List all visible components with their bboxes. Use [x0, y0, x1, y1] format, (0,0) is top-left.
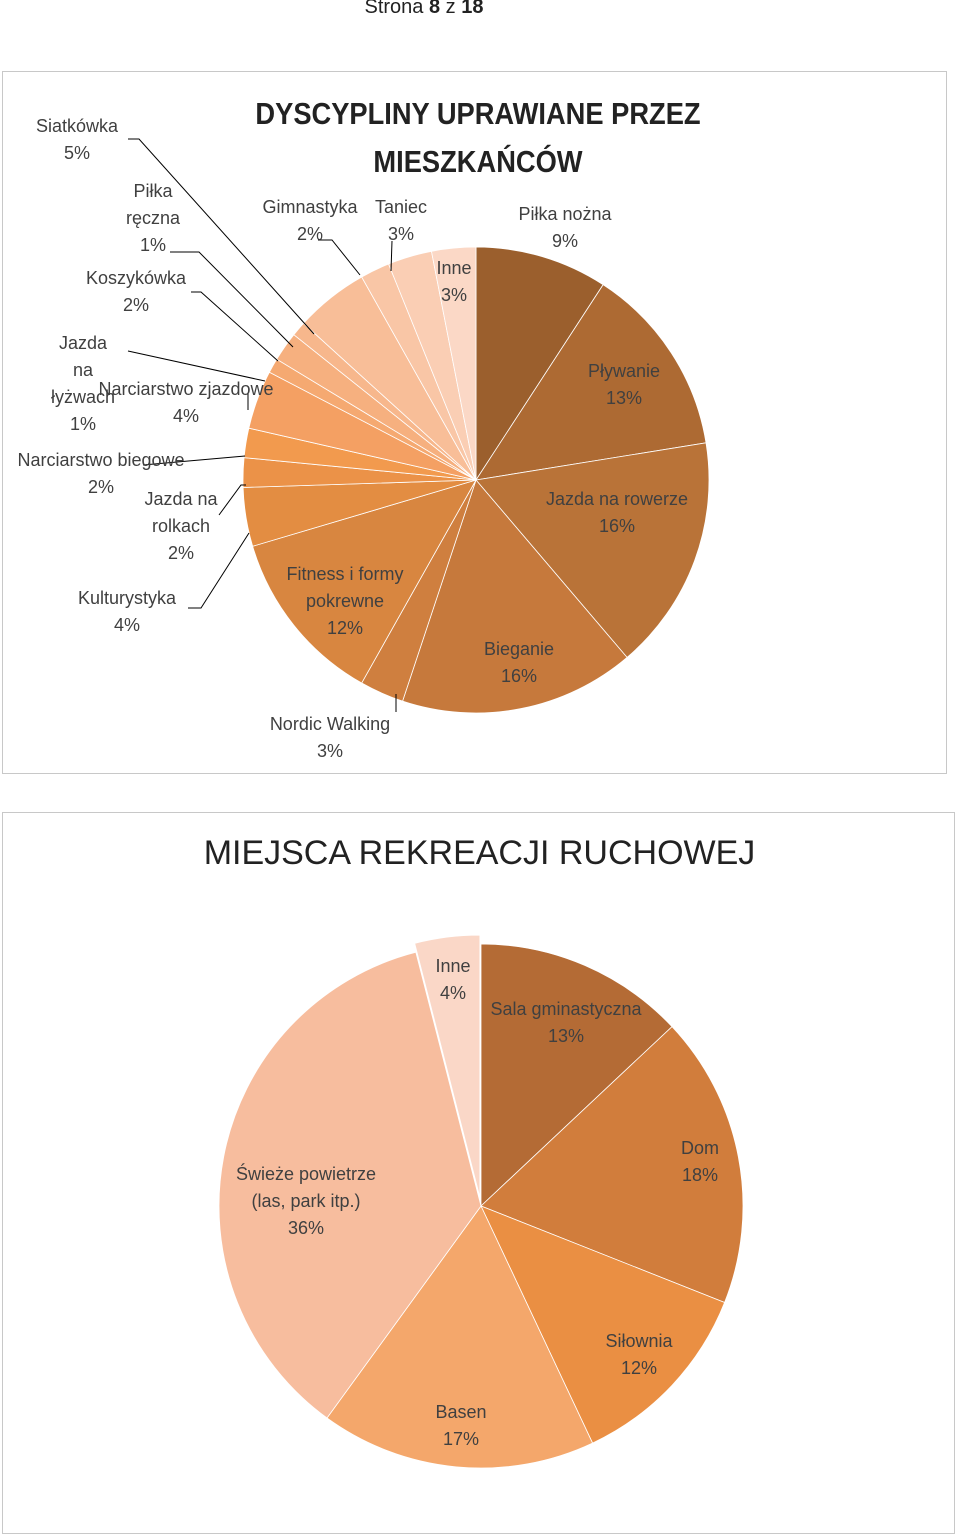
data-label-narciarstwo-zjazdowe: Narciarstwo zjazdowe 4% — [98, 379, 273, 426]
leader-line-gimnastyka — [318, 239, 361, 276]
chart-title: DYSCYPLINY UPRAWIANE PRZEZ MIESZKAŃCÓW — [255, 96, 701, 179]
data-label-plywanie: Pływanie 13% — [588, 361, 660, 408]
data-label-basen: Basen 17% — [435, 1402, 486, 1449]
leader-line-jazda-na-rolkach — [218, 484, 246, 516]
data-label-siatkowka: Siatkówka 5% — [36, 116, 119, 163]
data-label-jazda-na-rowerze: Jazda na rowerze 16% — [546, 489, 688, 536]
pie-slices — [218, 934, 744, 1469]
data-label-pilka-nozna: Piłka nożna 9% — [518, 204, 612, 251]
pie-slices — [242, 246, 710, 714]
pie-slice-basen — [326, 1205, 594, 1469]
data-label-bieganie: Bieganie 16% — [484, 639, 554, 686]
data-label-kulturystyka: Kulturystyka 4% — [78, 588, 177, 635]
data-label-inne: Inne 4% — [435, 956, 470, 1003]
leader-line-koszykowka — [191, 291, 279, 362]
pie-slice-jazda-na-rowerze — [475, 442, 710, 658]
pie-slice-silownia — [480, 1205, 726, 1444]
data-label-inne: Inne 3% — [436, 258, 471, 305]
header-current-page: 8 — [428, 0, 441, 18]
recreation-pie: Sala gminastyczna 13% Dom 18% Siłownia 12% Bas… — [218, 934, 744, 1469]
data-label-silownia: Siłownia 12% — [605, 1331, 673, 1378]
leader-line-pilka-reczna — [170, 251, 294, 348]
data-label-swieze-powietrze-las-park-itp: Świeże powietrze (las, park itp.) 36% — [236, 1163, 376, 1238]
pie-slice-plywanie — [475, 284, 707, 481]
pie-slice-swieze-powietrze-las-park-itp — [218, 951, 482, 1419]
data-labels: Piłka nożna 9% Pływanie 13% Jazda na rowerze… — [17, 116, 688, 761]
header-total-pages: 18 — [461, 0, 484, 18]
disciplines-pie: Piłka nożna 9% Pływanie 13% Jazda na rowerze… — [17, 116, 710, 761]
recreation-places-chart: MIEJSCA REKREACJI RUCHOWEJ Sala gminasty… — [2, 812, 955, 1534]
pie-slice-fitness-i-formy-pokrewne — [252, 479, 477, 684]
data-label-fitness-i-formy-pokrewne: Fitness i formy pokrewne 12% — [286, 564, 403, 638]
pie-slice-dom — [480, 1026, 744, 1303]
leader-line-siatkowka — [128, 138, 315, 335]
pie-slice-pilka-nozna — [475, 246, 604, 482]
data-label-jazda-na-rolkach: Jazda na rolkach 2% — [144, 489, 218, 563]
data-label-pilka-reczna: Piłka ręczna 1% — [126, 181, 181, 255]
data-label-koszykowka: Koszykówka 2% — [86, 268, 187, 315]
pie-slice-bieganie — [402, 479, 628, 714]
page-number-header: Strona 8 z 18 — [0, 0, 848, 19]
pie-slice-inne — [430, 246, 477, 481]
data-label-gimnastyka: Gimnastyka 2% — [262, 197, 358, 244]
data-label-jazda-na-lyzwach: Jazda na łyżwach 1% — [51, 333, 115, 434]
data-label-narciarstwo-biegowe: Narciarstwo biegowe 2% — [17, 450, 184, 497]
data-label-sala-gminastyczna: Sala gminastyczna 13% — [490, 999, 642, 1046]
data-label-nordic-walking: Nordic Walking 3% — [270, 714, 390, 761]
leader-line-jazda-na-lyzwach — [127, 350, 266, 382]
leader-line-taniec — [390, 240, 393, 272]
label-leaders — [127, 138, 397, 712]
leader-line-kulturystyka — [188, 532, 250, 609]
leader-line-narciarstwo-biegowe — [142, 455, 246, 466]
pie-slice-inne — [414, 934, 481, 1198]
disciplines-chart: DYSCYPLINY UPRAWIANE PRZEZ MIESZKAŃCÓW P… — [2, 71, 947, 774]
header-prefix: Strona — [364, 0, 429, 18]
data-label-dom: Dom 18% — [681, 1138, 719, 1185]
pie-slice-sala-gminastyczna — [480, 943, 673, 1207]
header-middle: z — [440, 0, 462, 18]
data-label-taniec: Taniec 3% — [375, 197, 427, 244]
data-labels: Sala gminastyczna 13% Dom 18% Siłownia 12% Bas… — [236, 956, 719, 1449]
chart-title: MIEJSCA REKREACJI RUCHOWEJ — [203, 834, 756, 872]
